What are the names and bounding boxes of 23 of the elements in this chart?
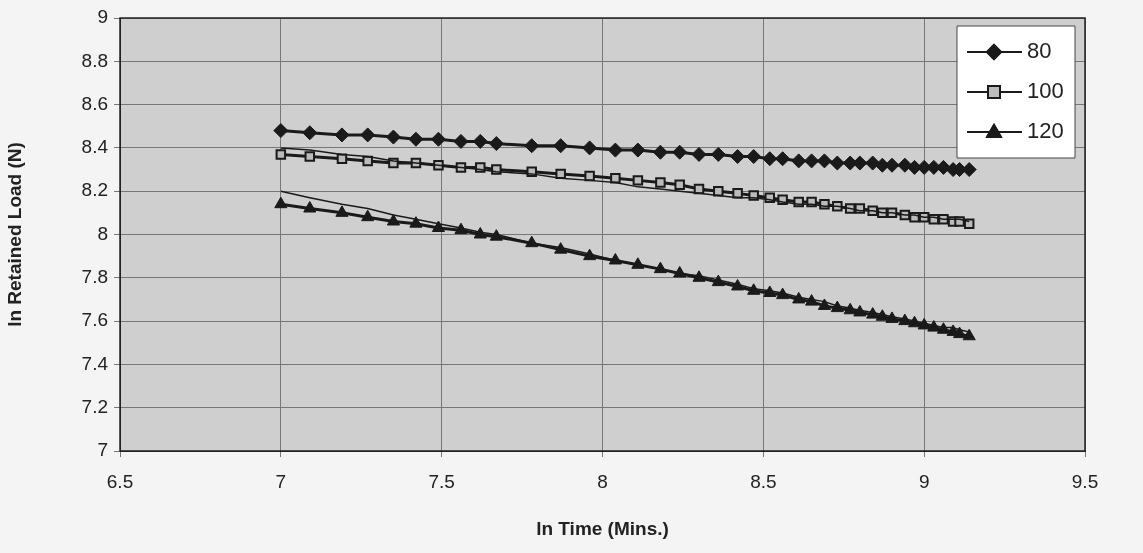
legend-label: 120 bbox=[1027, 118, 1064, 144]
x-tick-label: 6.5 bbox=[106, 470, 134, 492]
y-tick-label: 8.8 bbox=[81, 49, 108, 71]
y-tick-label: 9 bbox=[97, 6, 108, 28]
legend-label: 100 bbox=[1027, 78, 1064, 104]
legend-label: 80 bbox=[1027, 38, 1052, 64]
x-tick-label: 7.5 bbox=[428, 470, 455, 492]
x-tick-label: 7 bbox=[275, 470, 287, 492]
y-tick-label: 7.6 bbox=[81, 309, 108, 331]
y-tick-label: 8.6 bbox=[81, 92, 108, 114]
x-axis-title: ln Time (Mins.) bbox=[536, 517, 669, 539]
x-tick-label: 8.5 bbox=[750, 470, 777, 492]
x-tick-label: 9.5 bbox=[1071, 470, 1099, 492]
y-tick-label: 8.2 bbox=[81, 179, 108, 201]
x-tick-label: 9 bbox=[918, 470, 930, 492]
y-tick-label: 7.4 bbox=[81, 352, 109, 374]
y-tick-label: 8 bbox=[97, 222, 108, 244]
x-tick-label: 8 bbox=[597, 470, 608, 492]
y-tick-label: 7.2 bbox=[81, 395, 108, 417]
y-tick-label: 7.8 bbox=[81, 266, 108, 288]
y-tick-label: 7 bbox=[97, 439, 108, 461]
y-axis-title: ln Retained Load (N) bbox=[3, 142, 25, 327]
y-tick-label: 8.4 bbox=[81, 136, 109, 158]
